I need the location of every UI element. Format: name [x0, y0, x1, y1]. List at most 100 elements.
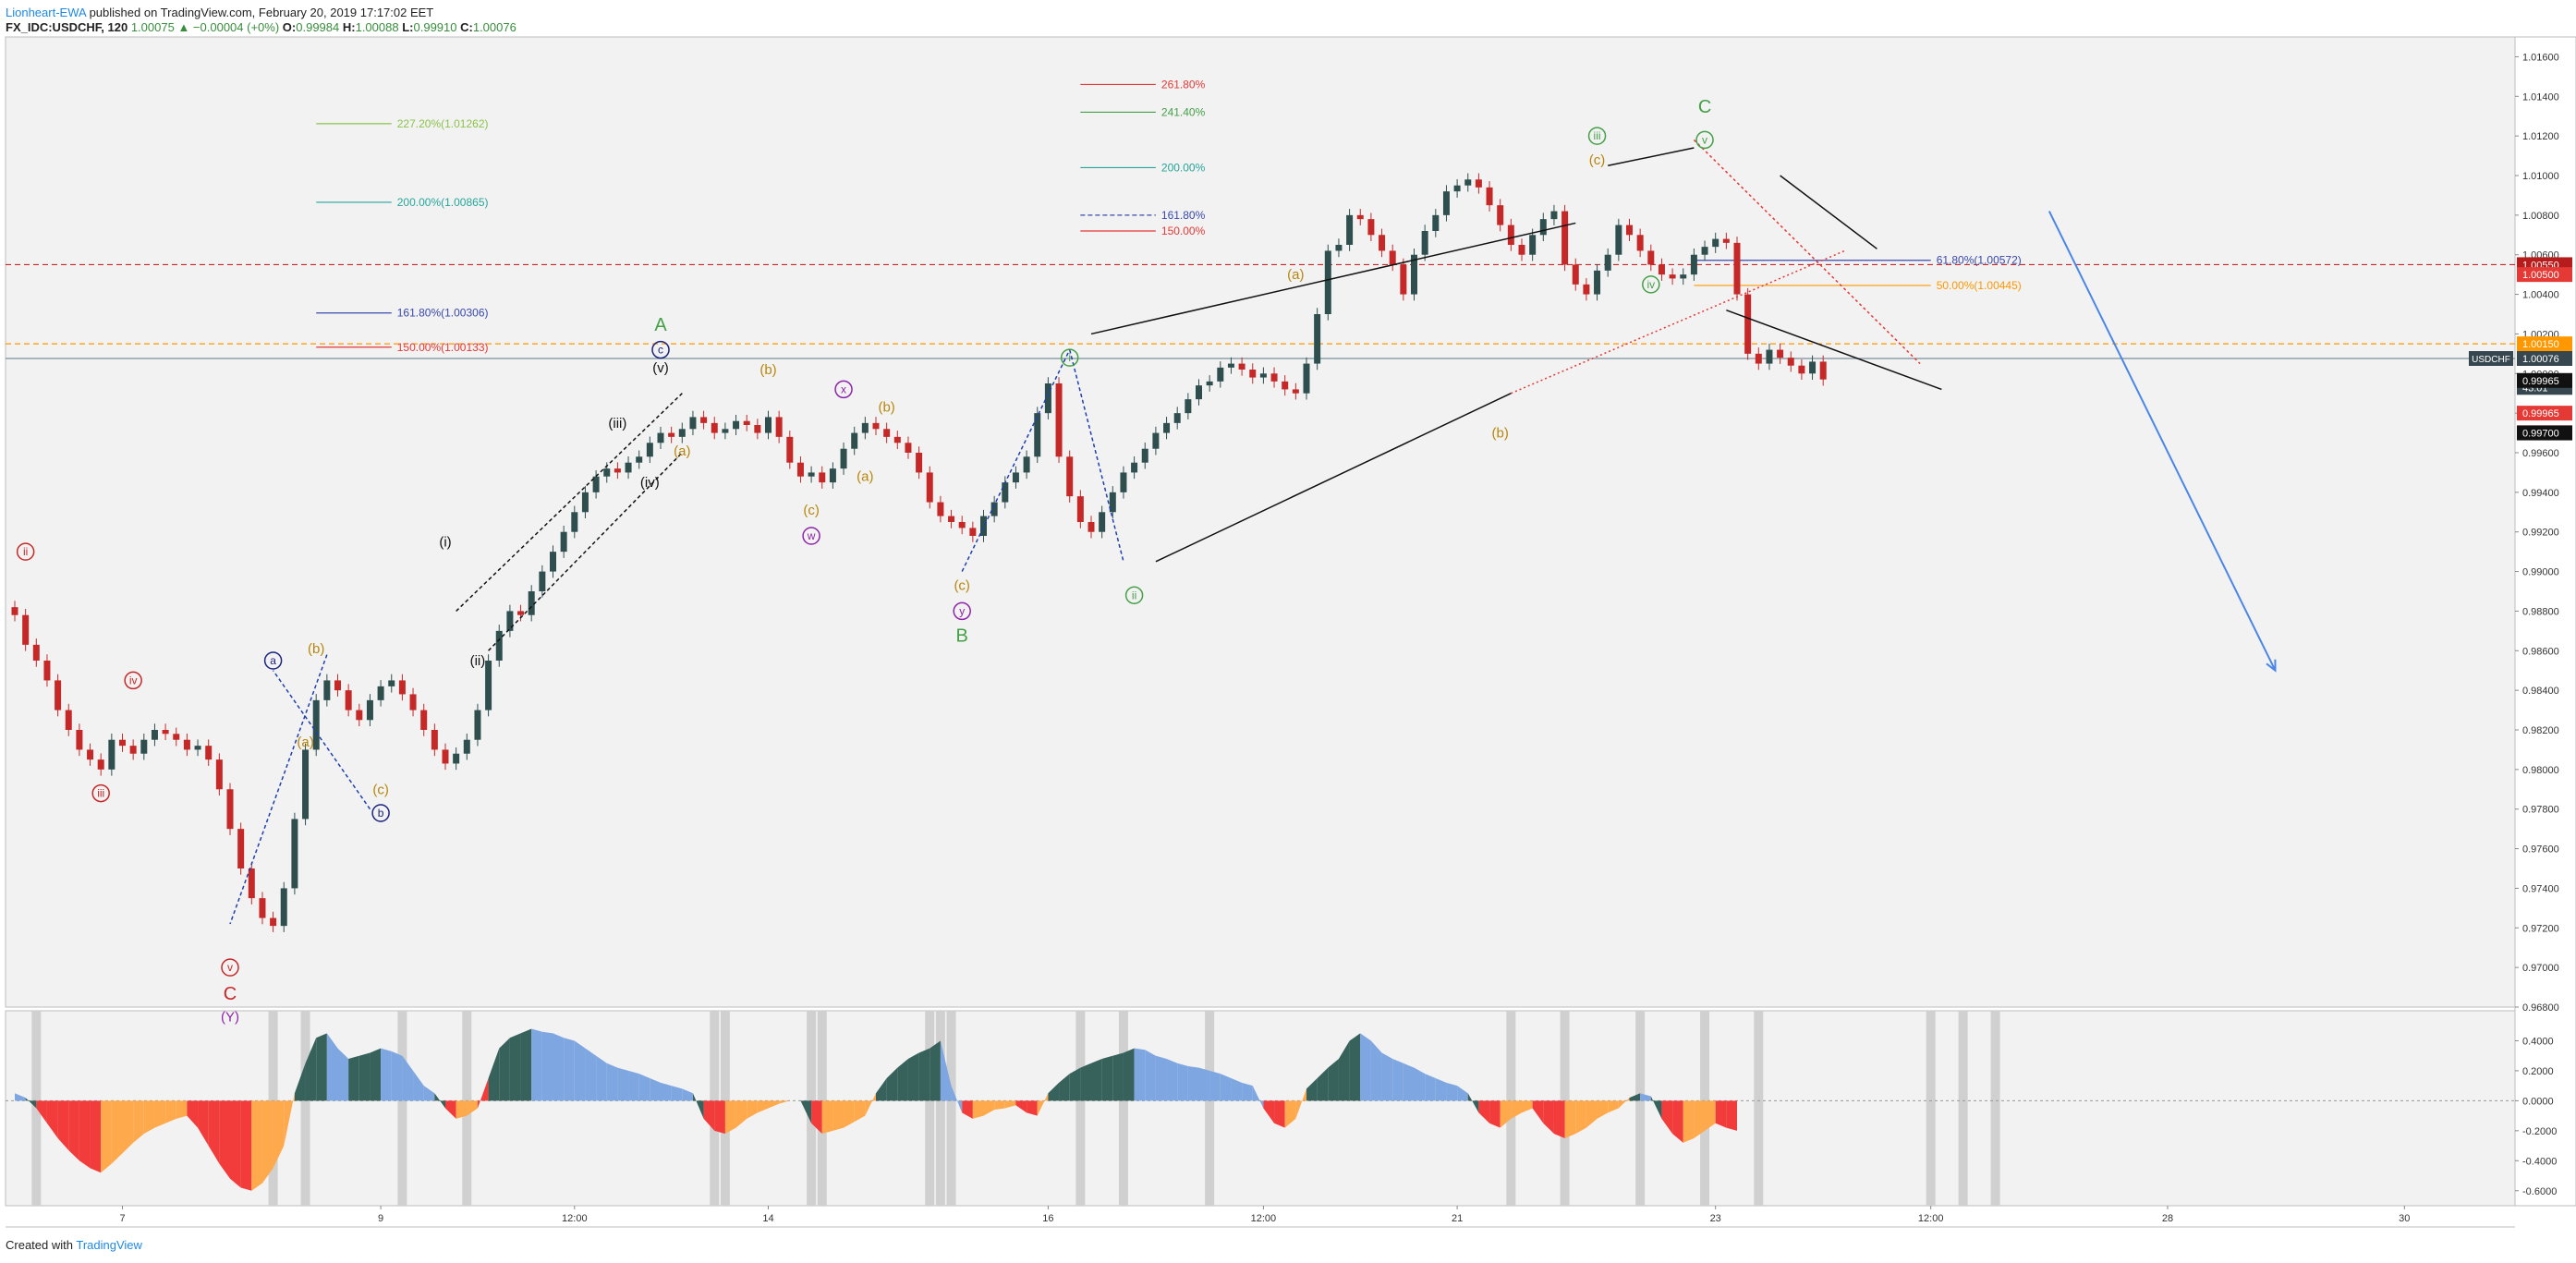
candle-body: [1798, 365, 1805, 374]
osc-area-segment: [1629, 1093, 1641, 1101]
candle-body: [1787, 358, 1794, 366]
candle-body: [409, 694, 417, 710]
osc-area-segment: [1467, 1093, 1479, 1113]
candle-body: [722, 429, 729, 433]
osc-area-segment: [36, 1100, 47, 1123]
candle-body: [22, 614, 30, 645]
fib-level-label: 261.80%: [1161, 78, 1206, 91]
osc-area-segment: [724, 1100, 736, 1135]
osc-area-segment: [1478, 1100, 1490, 1123]
candle-body: [893, 436, 901, 443]
osc-area-segment: [907, 1052, 919, 1101]
osc-area-segment: [1080, 1063, 1091, 1101]
candle-body: [743, 420, 750, 425]
candle-body: [1529, 235, 1537, 255]
candle-body: [1421, 231, 1428, 255]
wave-label: (a): [1287, 267, 1304, 283]
osc-area-segment: [1015, 1100, 1027, 1113]
candle-body: [1819, 361, 1827, 380]
osc-shading-band: [925, 1011, 935, 1206]
wave-label: v: [1702, 133, 1707, 146]
osc-area-segment: [90, 1100, 102, 1173]
fib-level-label: 227.20%(1.01262): [397, 117, 489, 130]
price-tick-label: 0.99600: [2522, 448, 2559, 459]
osc-shading-band: [1926, 1011, 1936, 1206]
osc-shading-band: [935, 1011, 945, 1206]
wave-label: a: [270, 654, 276, 667]
price-scale[interactable]: [2514, 36, 2576, 1207]
wave-label-circle: [91, 783, 110, 803]
candle-body: [151, 730, 158, 740]
wave-label: (b): [308, 641, 324, 657]
tradingview-logo-link[interactable]: TradingView: [76, 1238, 142, 1252]
candle-body: [1539, 219, 1547, 236]
price-marker-label: 0.99965: [2522, 376, 2559, 387]
publish-info: published on TradingView.com, February 2…: [89, 6, 434, 19]
osc-area-segment: [1004, 1100, 1016, 1109]
osc-area-segment: [541, 1031, 553, 1101]
author-link[interactable]: Lionheart-EWA: [6, 6, 86, 19]
wave-label: (a): [297, 735, 313, 750]
osc-area-segment: [46, 1100, 58, 1138]
oscillator-pane[interactable]: [5, 1010, 2516, 1207]
osc-shading-band: [397, 1011, 407, 1206]
price-pane[interactable]: [5, 36, 2516, 1008]
osc-area-segment: [800, 1100, 812, 1123]
osc-area-segment: [1403, 1063, 1415, 1101]
osc-area-segment: [1522, 1100, 1533, 1113]
ohlc-legend: FX_IDC:USDCHF, 120 1.00075 ▲ −0.00004 (+…: [6, 20, 516, 34]
trendline: [272, 670, 371, 810]
candle-body: [1227, 363, 1234, 368]
osc-area-segment: [1059, 1074, 1070, 1101]
candle-body: [1282, 381, 1289, 390]
osc-area-segment: [79, 1100, 91, 1169]
osc-area-segment: [1381, 1052, 1393, 1101]
osc-area-segment: [133, 1100, 144, 1143]
symbol-marker-box: [2469, 351, 2513, 366]
candle-body: [517, 611, 525, 615]
price-tick-label: 0.97400: [2522, 883, 2559, 894]
candle-body: [1206, 381, 1213, 386]
candle-body: [1109, 492, 1116, 513]
osc-area-segment: [1274, 1100, 1285, 1128]
symbol-marker-label: USDCHF: [2472, 355, 2510, 365]
candle-body: [119, 739, 126, 747]
candle-body: [1518, 245, 1525, 255]
osc-area-segment: [1187, 1066, 1199, 1101]
osc-area-segment: [844, 1100, 855, 1128]
osc-area-segment: [1370, 1040, 1382, 1101]
osc-area-segment: [1123, 1048, 1135, 1101]
wave-label-circle: [1124, 586, 1144, 605]
candle-body: [334, 680, 341, 691]
close-value: 1.00076: [472, 20, 516, 34]
osc-area-segment: [1672, 1100, 1683, 1143]
candle-body: [1680, 274, 1687, 279]
osc-shading-band: [1205, 1011, 1215, 1206]
candle-body: [11, 607, 18, 615]
osc-area-segment: [1242, 1082, 1253, 1101]
candle-body: [1733, 242, 1741, 295]
candle-body: [1270, 373, 1278, 382]
symbol-label[interactable]: FX_IDC:USDCHF, 120: [6, 20, 128, 34]
time-tick-label: 7: [119, 1213, 125, 1224]
candle-body: [614, 468, 621, 473]
osc-area-segment: [1177, 1063, 1188, 1101]
wave-label-circle: [371, 804, 390, 822]
price-tick-label: 0.99400: [2522, 488, 2559, 499]
time-tick-label: 16: [1042, 1213, 1053, 1224]
candle-body: [129, 746, 137, 754]
osc-area-segment: [1597, 1100, 1609, 1119]
candle-body: [1367, 219, 1375, 236]
osc-area-segment: [735, 1100, 747, 1128]
price-marker-label: 0.99965: [2522, 408, 2559, 419]
wave-label-circle: [1587, 127, 1607, 145]
open-value: 0.99984: [296, 20, 340, 34]
candle-body: [1669, 274, 1676, 279]
osc-shading-band: [300, 1011, 310, 1206]
candle-body: [1238, 363, 1245, 370]
candle-body: [97, 759, 104, 770]
osc-area-segment: [757, 1100, 769, 1113]
candle-body: [926, 472, 933, 503]
osc-area-segment: [1640, 1093, 1651, 1101]
